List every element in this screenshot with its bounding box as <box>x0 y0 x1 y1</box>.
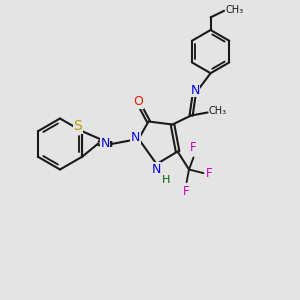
Text: N: N <box>190 84 200 97</box>
Text: F: F <box>190 142 197 154</box>
Text: F: F <box>183 185 190 198</box>
Text: H: H <box>162 175 170 184</box>
Text: S: S <box>73 119 82 133</box>
Text: F: F <box>206 167 212 180</box>
Text: N: N <box>151 163 161 176</box>
Text: N: N <box>100 137 110 150</box>
Text: O: O <box>134 95 143 108</box>
Text: CH₃: CH₃ <box>209 106 227 116</box>
Text: CH₃: CH₃ <box>225 4 243 15</box>
Text: N: N <box>131 131 140 144</box>
